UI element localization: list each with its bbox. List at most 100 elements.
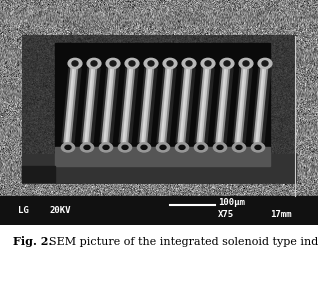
Ellipse shape	[220, 58, 234, 69]
Polygon shape	[148, 69, 157, 142]
Polygon shape	[70, 69, 79, 142]
Ellipse shape	[80, 143, 93, 152]
Polygon shape	[161, 69, 170, 142]
Polygon shape	[129, 69, 138, 142]
Polygon shape	[239, 69, 248, 142]
Text: SEM picture of the integrated solenoid type inductor.: SEM picture of the integrated solenoid t…	[49, 237, 318, 247]
Polygon shape	[184, 69, 193, 142]
Polygon shape	[81, 69, 90, 142]
Polygon shape	[140, 69, 149, 142]
Ellipse shape	[179, 145, 185, 149]
Polygon shape	[106, 69, 115, 142]
Polygon shape	[220, 69, 229, 142]
Polygon shape	[142, 69, 151, 142]
Polygon shape	[121, 69, 130, 142]
Polygon shape	[127, 69, 136, 142]
Polygon shape	[254, 69, 263, 142]
Bar	[22, 154, 296, 182]
Polygon shape	[102, 69, 111, 142]
Text: 20KV: 20KV	[50, 206, 72, 215]
Ellipse shape	[182, 58, 196, 69]
Ellipse shape	[87, 58, 101, 69]
Polygon shape	[260, 69, 269, 142]
Polygon shape	[123, 69, 132, 142]
Polygon shape	[64, 69, 73, 142]
Ellipse shape	[156, 143, 169, 152]
Ellipse shape	[137, 143, 151, 152]
Ellipse shape	[144, 58, 158, 69]
Polygon shape	[167, 69, 176, 142]
Text: Fig. 2.: Fig. 2.	[13, 237, 52, 247]
Polygon shape	[197, 69, 206, 142]
Polygon shape	[89, 69, 98, 142]
Polygon shape	[199, 69, 208, 142]
Bar	[22, 166, 55, 182]
Text: 17mm: 17mm	[270, 210, 292, 219]
Polygon shape	[125, 69, 134, 142]
Ellipse shape	[255, 145, 261, 149]
Ellipse shape	[84, 145, 90, 149]
Ellipse shape	[224, 61, 230, 66]
Polygon shape	[100, 69, 109, 142]
Ellipse shape	[110, 61, 116, 66]
Polygon shape	[146, 69, 155, 142]
Polygon shape	[91, 69, 100, 142]
Text: X75: X75	[218, 210, 234, 219]
Ellipse shape	[91, 61, 97, 66]
Ellipse shape	[160, 145, 166, 149]
Ellipse shape	[106, 58, 120, 69]
Polygon shape	[203, 69, 212, 142]
Polygon shape	[258, 69, 267, 142]
Ellipse shape	[129, 61, 135, 66]
Ellipse shape	[61, 143, 75, 152]
Polygon shape	[201, 69, 210, 142]
Polygon shape	[108, 69, 117, 142]
Ellipse shape	[205, 61, 211, 66]
Polygon shape	[83, 69, 92, 142]
Polygon shape	[138, 69, 147, 142]
Polygon shape	[176, 69, 185, 142]
Polygon shape	[66, 69, 75, 142]
Polygon shape	[262, 69, 271, 142]
Polygon shape	[159, 69, 168, 142]
Ellipse shape	[239, 58, 253, 69]
Polygon shape	[87, 69, 96, 142]
Polygon shape	[165, 69, 174, 142]
Polygon shape	[216, 69, 225, 142]
Bar	[55, 43, 270, 156]
Polygon shape	[178, 69, 187, 142]
Polygon shape	[182, 69, 191, 142]
Polygon shape	[222, 69, 231, 142]
Ellipse shape	[122, 145, 128, 149]
Ellipse shape	[125, 58, 139, 69]
Bar	[55, 147, 270, 166]
Polygon shape	[68, 69, 77, 142]
Ellipse shape	[65, 145, 71, 149]
Polygon shape	[241, 69, 250, 142]
Polygon shape	[233, 69, 242, 142]
Ellipse shape	[103, 145, 109, 149]
Polygon shape	[85, 69, 94, 142]
Polygon shape	[195, 69, 204, 142]
Polygon shape	[163, 69, 172, 142]
Polygon shape	[119, 69, 128, 142]
Ellipse shape	[167, 61, 173, 66]
Ellipse shape	[232, 143, 245, 152]
Ellipse shape	[118, 143, 132, 152]
Text: LG: LG	[18, 206, 29, 215]
Ellipse shape	[100, 143, 113, 152]
Ellipse shape	[258, 58, 272, 69]
Text: 100μm: 100μm	[218, 198, 245, 207]
Ellipse shape	[148, 61, 154, 66]
Ellipse shape	[176, 143, 189, 152]
Polygon shape	[256, 69, 265, 142]
Ellipse shape	[68, 58, 82, 69]
Ellipse shape	[213, 143, 227, 152]
Ellipse shape	[252, 143, 265, 152]
Ellipse shape	[236, 145, 242, 149]
Polygon shape	[237, 69, 246, 142]
Ellipse shape	[262, 61, 268, 66]
Ellipse shape	[163, 58, 177, 69]
Ellipse shape	[141, 145, 147, 149]
Ellipse shape	[186, 61, 192, 66]
